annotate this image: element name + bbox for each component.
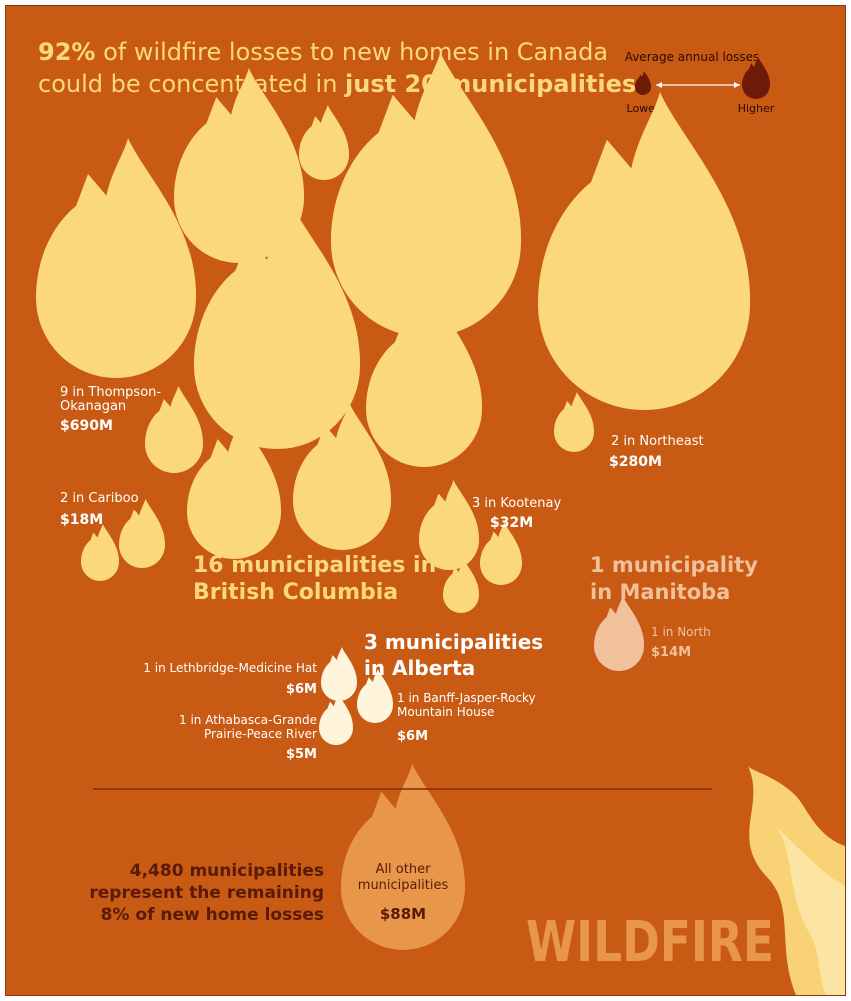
flame-thompson-okanagan-7	[145, 386, 204, 473]
label-thompson-l2: Okanagan	[60, 399, 126, 414]
other-label-l1: All other	[376, 862, 432, 877]
legend-flame-higher-shape	[742, 57, 771, 99]
flame-thompson-okanagan-3	[299, 105, 350, 180]
bottom-text-l1: 4,480 municipalities	[130, 861, 324, 881]
flame-thompson-okanagan-2	[173, 68, 305, 264]
wildfire-watermark: WILDFIRE	[526, 910, 774, 975]
value-northeast: $280M	[609, 454, 662, 470]
value-thompson: $690M	[60, 418, 113, 434]
bottom-text-l3: 8% of new home losses	[101, 905, 324, 925]
group-title-mb-l1: 1 municipality	[590, 553, 758, 577]
other-value: $88M	[380, 905, 426, 923]
flame-athabasca-grande-prairie	[319, 694, 354, 745]
value-banff: $6M	[397, 729, 428, 744]
label-banff-l1: 1 in Banff-Jasper-Rocky	[397, 691, 536, 705]
label-cariboo: 2 in Cariboo	[60, 491, 139, 506]
value-athabasca: $5M	[286, 747, 317, 762]
group-title-ab-l1: 3 municipalities	[364, 630, 543, 654]
flame-northeast-2	[554, 392, 595, 452]
legend-flame-lower-icon	[635, 71, 652, 95]
label-kootenay: 3 in Kootenay	[472, 496, 561, 511]
flame-thompson-okanagan-5	[194, 200, 361, 450]
label-northeast: 2 in Northeast	[611, 434, 704, 449]
flame-kootenay-1	[419, 480, 480, 570]
group-title-bc-l1: 16 municipalities in	[193, 553, 436, 578]
flame-thompson-okanagan-9	[293, 403, 392, 550]
legend-flame-lower-shape	[635, 71, 652, 95]
flame-cariboo-1	[119, 499, 166, 568]
label-athabasca-l2: Prairie-Peace River	[204, 727, 317, 741]
flame-marks	[36, 52, 751, 950]
flame-thompson-okanagan-4	[331, 52, 522, 337]
label-lethbridge: 1 in Lethbridge-Medicine Hat	[143, 661, 317, 675]
flame-banff-jasper-rocky	[357, 669, 394, 723]
value-lethbridge: $6M	[286, 682, 317, 697]
legend-title: Average annual losses	[625, 50, 760, 64]
infographic: 92% of wildfire losses to new homes in C…	[5, 5, 846, 996]
flame-thompson-okanagan-1	[36, 138, 197, 378]
flame-manitoba-north	[594, 596, 645, 671]
flame-northeast-1	[538, 92, 751, 410]
legend-higher-label: Higher	[738, 102, 775, 115]
other-label-l2: municipalities	[358, 878, 449, 893]
label-thompson-l1: 9 in Thompson-	[60, 385, 161, 400]
headline-line-1: 92% of wildfire losses to new homes in C…	[38, 38, 608, 66]
label-north-mb: 1 in North	[651, 625, 711, 639]
flame-kootenay-3	[443, 559, 480, 613]
label-banff-l2: Mountain House	[397, 705, 494, 719]
flame-swirl-highlight	[776, 826, 845, 995]
flame-thompson-okanagan-8	[187, 418, 282, 559]
flame-kootenay-2	[480, 522, 523, 585]
group-title-mb-l2: in Manitoba	[590, 580, 730, 604]
group-title-bc-l2: British Columbia	[193, 580, 398, 605]
value-north-mb: $14M	[651, 645, 691, 660]
legend-flame-higher-icon	[742, 57, 771, 99]
headline-line-2: could be concentrated in just 20 municip…	[38, 70, 636, 98]
label-athabasca-l1: 1 in Athabasca-Grande	[179, 713, 317, 727]
flame-all-other-municipalities	[341, 764, 466, 950]
flame-cariboo-2	[81, 524, 120, 581]
value-kootenay: $32M	[490, 515, 533, 531]
group-title-ab-l2: in Alberta	[364, 656, 475, 680]
value-cariboo: $18M	[60, 512, 103, 528]
flame-lethbridge-medicine-hat	[321, 647, 358, 701]
infographic-canvas: 92% of wildfire losses to new homes in C…	[6, 6, 845, 995]
legend-lower-label: Lower	[627, 102, 660, 115]
bottom-text-l2: represent the remaining	[89, 883, 324, 903]
flame-thompson-okanagan-6	[366, 293, 483, 467]
